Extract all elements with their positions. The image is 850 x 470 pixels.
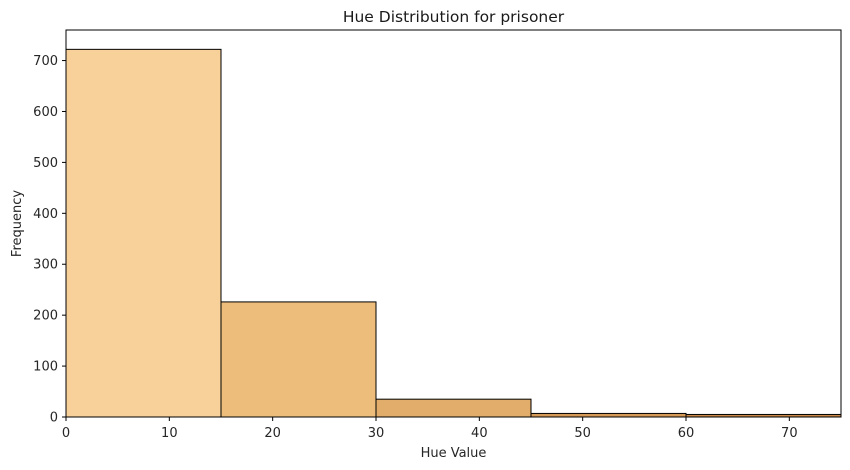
y-tick-label: 700 — [33, 54, 58, 69]
chart-title: Hue Distribution for prisoner — [343, 8, 565, 26]
histogram-bar-1 — [220, 301, 377, 418]
x-tick-label: 30 — [368, 426, 385, 441]
x-tick-label: 10 — [161, 426, 178, 441]
y-tick-label: 300 — [33, 258, 58, 273]
x-tick-label: 70 — [781, 426, 798, 441]
histogram-bar-3 — [530, 412, 687, 418]
y-axis-label: Frequency — [10, 190, 25, 257]
x-tick-label: 40 — [471, 426, 488, 441]
plot-frame — [65, 29, 842, 418]
bars-layer — [65, 48, 842, 418]
y-tick-label: 100 — [33, 360, 58, 375]
x-tick-label: 60 — [678, 426, 695, 441]
y-tick-label: 0 — [50, 411, 58, 426]
histogram-bar-0 — [65, 48, 222, 418]
x-axis-label: Hue Value — [421, 446, 487, 461]
x-tick-label: 50 — [574, 426, 591, 441]
y-tick-label: 200 — [33, 309, 58, 324]
histogram-bar-2 — [375, 398, 532, 418]
x-tick-label: 0 — [62, 426, 70, 441]
y-tick-label: 400 — [33, 207, 58, 222]
y-tick-label: 500 — [33, 156, 58, 171]
y-tick-label: 600 — [33, 105, 58, 120]
x-tick-label: 20 — [264, 426, 281, 441]
